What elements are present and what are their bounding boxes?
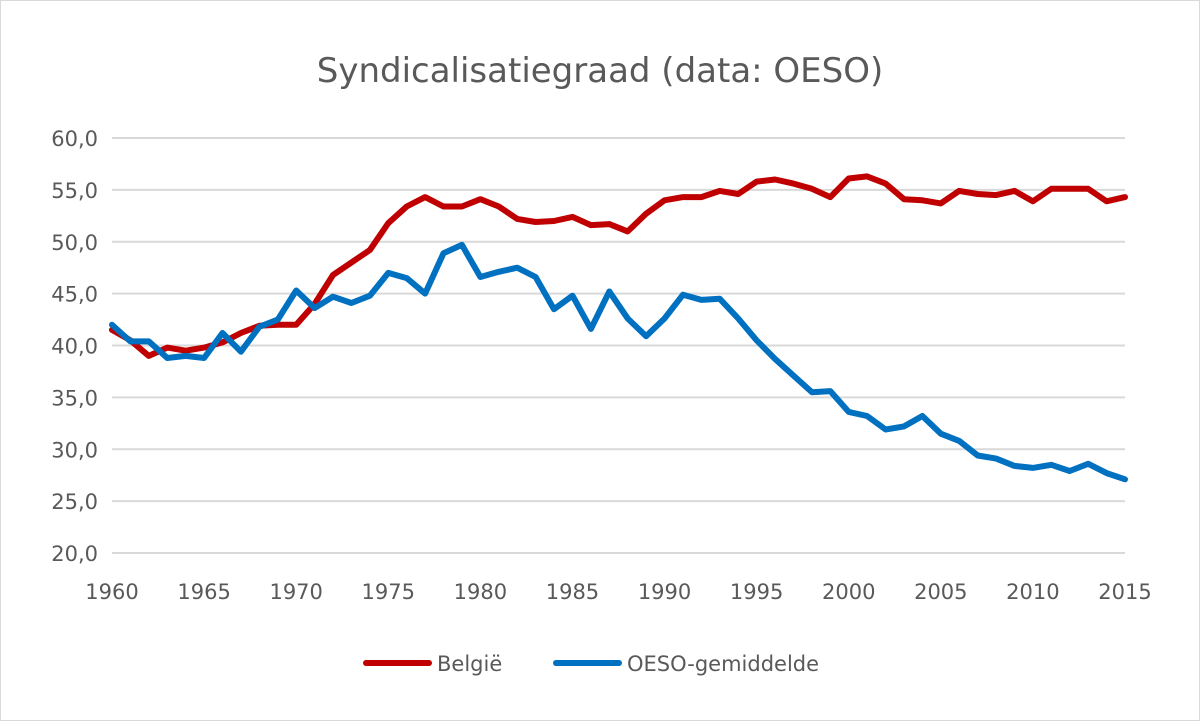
series-line-belgie — [109, 173, 1128, 359]
x-tick-label: 2015 — [1098, 580, 1151, 604]
series-line-oeso-gemiddelde — [109, 241, 1128, 483]
y-tick-label: 50,0 — [51, 231, 98, 255]
y-tick-label: 45,0 — [51, 283, 98, 307]
gridlines — [112, 137, 1125, 554]
x-axis-ticks: 1960 1965 1970 1975 1980 1985 1990 1995 2000 2005… — [85, 580, 1151, 604]
x-tick-label: 1975 — [362, 580, 415, 604]
x-tick-label: 1980 — [454, 580, 507, 604]
y-tick-label: 25,0 — [51, 490, 98, 514]
x-tick-label: 2005 — [914, 580, 967, 604]
y-tick-label: 20,0 — [51, 542, 98, 566]
x-tick-label: 1990 — [638, 580, 691, 604]
legend-label: OESO-gemiddelde — [627, 652, 819, 676]
y-tick-label: 35,0 — [51, 386, 98, 410]
x-tick-label: 1970 — [269, 580, 322, 604]
x-tick-label: 2000 — [822, 580, 875, 604]
y-tick-label: 40,0 — [51, 335, 98, 359]
series-lines — [109, 173, 1128, 483]
y-axis-ticks: 20,0 25,0 30,0 35,0 40,0 45,0 50,0 55,0 60,0 — [51, 127, 98, 566]
y-tick-label: 55,0 — [51, 179, 98, 203]
legend: België OESO-gemiddelde — [363, 652, 819, 676]
chart-title: Syndicalisatiegraad (data: OESO) — [317, 51, 884, 91]
x-tick-label: 1995 — [730, 580, 783, 604]
x-tick-label: 1965 — [177, 580, 230, 604]
y-tick-label: 60,0 — [51, 127, 98, 151]
legend-label: België — [437, 652, 502, 676]
x-tick-label: 1960 — [85, 580, 138, 604]
x-tick-label: 1985 — [546, 580, 599, 604]
x-tick-label: 2010 — [1006, 580, 1059, 604]
y-tick-label: 30,0 — [51, 438, 98, 462]
